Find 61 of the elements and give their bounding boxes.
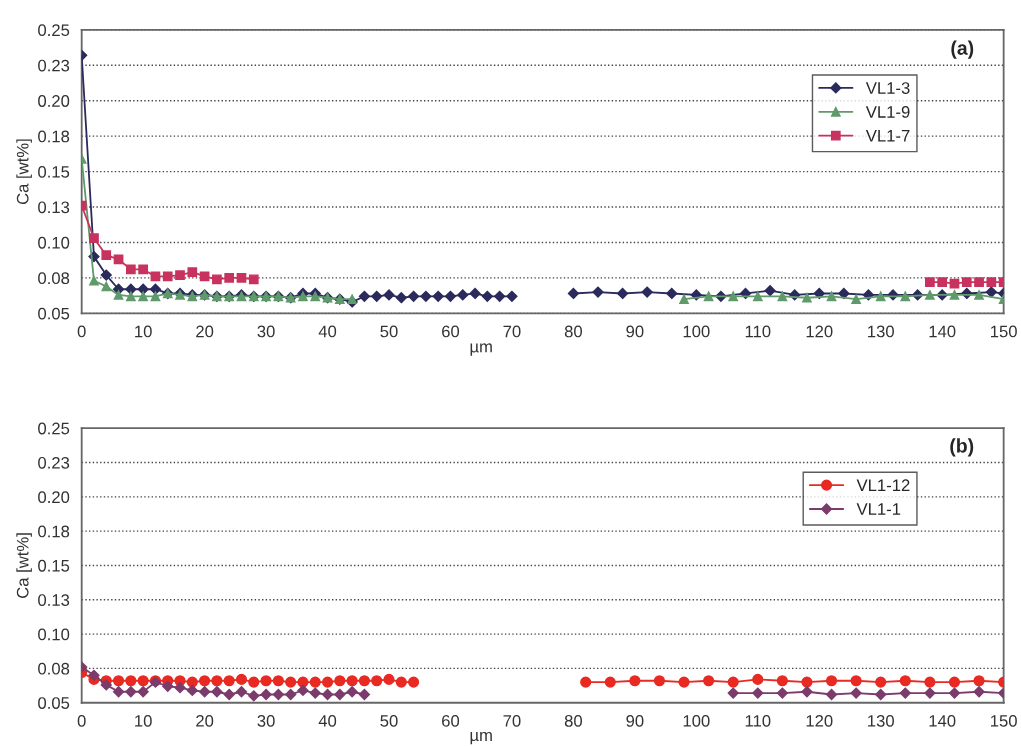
y-axis-title: Ca [wt%] xyxy=(16,139,32,205)
legend-label: VL1-7 xyxy=(865,130,910,142)
annotation: (a) xyxy=(951,40,974,59)
y-tick-label: 0.23 xyxy=(38,456,70,469)
y-tick-label: 0.25 xyxy=(38,24,70,37)
x-tick-label: 70 xyxy=(503,714,521,727)
x-tick-label: 90 xyxy=(626,325,644,338)
x-tick-label: 140 xyxy=(929,714,956,727)
y-tick-label: 0.10 xyxy=(38,628,70,641)
y-tick-label: 0.08 xyxy=(38,272,70,285)
x-tick-label: 70 xyxy=(503,325,521,338)
y-tick-label: 0.13 xyxy=(38,201,70,214)
x-tick-label: 20 xyxy=(196,325,214,338)
x-tick-label: 150 xyxy=(991,714,1017,727)
x-tick-label: 80 xyxy=(564,714,583,727)
x-tick-label: 30 xyxy=(257,325,275,338)
x-tick-label: 30 xyxy=(257,714,275,727)
x-tick-label: 150 xyxy=(991,325,1017,338)
x-tick-label: 10 xyxy=(135,325,152,338)
legend-label: VL1-12 xyxy=(856,479,910,491)
y-tick-label: 0.20 xyxy=(38,95,70,107)
x-tick-label: 60 xyxy=(442,325,460,338)
x-tick-label: 0 xyxy=(77,325,86,338)
y-tick-label: 0.15 xyxy=(38,165,70,178)
annotation: (b) xyxy=(950,438,974,457)
x-tick-label: 20 xyxy=(196,714,214,727)
x-tick-label: 120 xyxy=(806,714,833,727)
y-tick-label: 0.13 xyxy=(38,594,70,606)
y-tick-label: 0.18 xyxy=(38,130,70,143)
y-tick-label: 0.23 xyxy=(38,59,70,72)
y-tick-label: 0.25 xyxy=(38,422,70,435)
legend-label: VL1-1 xyxy=(856,503,901,515)
y-tick-label: 0.08 xyxy=(38,662,70,675)
x-tick-label: 80 xyxy=(564,325,583,338)
x-tick-label: 130 xyxy=(868,714,894,727)
y-tick-label: 0.10 xyxy=(38,236,70,249)
x-tick-label: 60 xyxy=(442,714,460,727)
y-tick-label: 0.05 xyxy=(38,697,70,709)
x-axis-title: µm xyxy=(470,343,492,356)
x-tick-label: 100 xyxy=(683,714,710,727)
x-tick-label: 0 xyxy=(77,714,86,727)
y-tick-label: 0.05 xyxy=(38,307,70,320)
legend-label: VL1-9 xyxy=(865,106,910,118)
x-tick-label: 40 xyxy=(318,714,337,727)
x-tick-label: 120 xyxy=(806,325,833,338)
x-tick-label: 90 xyxy=(626,714,644,727)
y-tick-label: 0.18 xyxy=(38,525,70,538)
x-tick-label: 110 xyxy=(745,714,771,727)
y-axis-title: Ca [wt%] xyxy=(16,533,32,598)
x-tick-label: 50 xyxy=(380,325,398,338)
y-tick-label: 0.20 xyxy=(38,491,70,504)
x-axis-title: µm xyxy=(470,731,492,745)
y-tick-label: 0.15 xyxy=(38,559,70,572)
x-tick-label: 50 xyxy=(380,714,398,727)
legend-label: VL1-3 xyxy=(865,82,910,94)
x-tick-label: 10 xyxy=(135,714,152,727)
x-tick-label: 140 xyxy=(929,325,956,338)
x-tick-label: 40 xyxy=(318,325,337,338)
x-tick-label: 100 xyxy=(683,325,710,338)
x-tick-label: 110 xyxy=(745,325,771,338)
x-tick-label: 130 xyxy=(868,325,894,338)
